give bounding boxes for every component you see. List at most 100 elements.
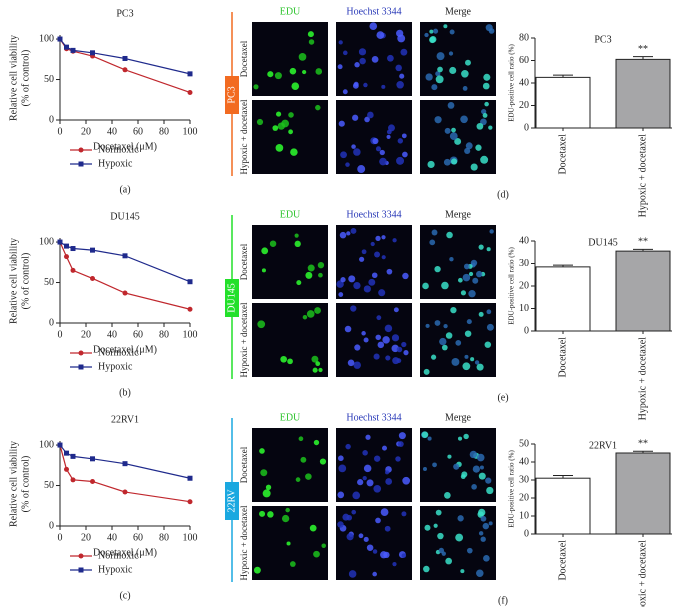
nucleus bbox=[422, 282, 429, 290]
nucleus bbox=[318, 367, 323, 373]
nucleus bbox=[455, 533, 464, 542]
point bbox=[64, 243, 69, 249]
nucleus bbox=[359, 57, 366, 65]
cell-line-tag-label: 22RV bbox=[226, 489, 237, 513]
nucleus bbox=[397, 138, 404, 144]
x-tick-label: 20 bbox=[81, 532, 91, 543]
nucleus bbox=[305, 473, 312, 480]
nucleus bbox=[434, 320, 441, 326]
nucleus bbox=[486, 309, 492, 315]
nucleus bbox=[365, 434, 371, 440]
legend-label: Hypoxic bbox=[98, 158, 133, 169]
y-axis-label: Relative cell viability bbox=[8, 441, 19, 527]
nucleus bbox=[261, 268, 266, 273]
nucleus bbox=[451, 357, 460, 366]
nucleus bbox=[485, 477, 492, 484]
y-tick-label: 0 bbox=[49, 520, 54, 531]
chart-title: 22RV1 bbox=[111, 414, 139, 425]
nucleus bbox=[361, 331, 366, 336]
nucleus bbox=[269, 240, 277, 247]
x-tick-label: Hypoxic + docetaxel bbox=[637, 134, 648, 218]
nucleus bbox=[358, 533, 364, 539]
nucleus bbox=[463, 263, 470, 270]
point bbox=[122, 461, 128, 467]
nucleus bbox=[443, 158, 451, 166]
point bbox=[70, 246, 76, 252]
nucleus bbox=[439, 337, 447, 346]
nucleus bbox=[445, 557, 452, 565]
nucleus bbox=[353, 361, 361, 369]
nucleus bbox=[363, 337, 369, 343]
nucleus bbox=[357, 479, 364, 486]
nucleus bbox=[427, 436, 432, 441]
nucleus bbox=[425, 73, 433, 81]
bar bbox=[535, 266, 591, 332]
nucleus bbox=[295, 477, 301, 482]
y-axis-label: Relative cell viability bbox=[8, 238, 19, 324]
nucleus bbox=[435, 75, 444, 84]
nucleus bbox=[480, 515, 487, 522]
nucleus bbox=[288, 112, 294, 118]
nucleus bbox=[402, 151, 408, 158]
nucleus bbox=[305, 271, 313, 279]
y-tick-label: 40 bbox=[519, 77, 529, 88]
point bbox=[64, 44, 69, 50]
legend-marker bbox=[78, 350, 84, 356]
error-bar bbox=[553, 264, 573, 267]
nucleus bbox=[348, 570, 357, 578]
nucleus bbox=[373, 455, 381, 462]
nucleus bbox=[312, 367, 318, 373]
nucleus bbox=[387, 54, 394, 62]
nucleus bbox=[363, 285, 371, 293]
nucleus bbox=[489, 229, 494, 234]
nucleus bbox=[433, 523, 438, 528]
y-tick-label: 50 bbox=[44, 74, 54, 85]
nucleus bbox=[444, 492, 451, 499]
y-axis-label: EDU-positive cell ratio (%) bbox=[508, 247, 516, 325]
nucleus bbox=[375, 235, 381, 241]
nucleus bbox=[372, 549, 378, 554]
nucleus bbox=[338, 464, 347, 473]
nucleus bbox=[478, 472, 486, 480]
micrograph bbox=[420, 303, 496, 377]
nucleus bbox=[433, 28, 439, 34]
x-tick-label: 80 bbox=[159, 126, 169, 137]
chart-title: DU145 bbox=[588, 237, 617, 248]
nucleus bbox=[395, 456, 401, 462]
nucleus bbox=[488, 28, 495, 34]
nucleus bbox=[431, 229, 438, 236]
nucleus bbox=[424, 32, 429, 38]
bar bbox=[535, 76, 591, 129]
x-axis-label: Docetaxel (μM) bbox=[93, 141, 157, 152]
significance: ** bbox=[638, 44, 648, 55]
nucleus bbox=[354, 62, 360, 68]
nucleus bbox=[486, 323, 494, 331]
nucleus bbox=[476, 270, 483, 278]
row-label: Hypoxic + docetaxel bbox=[239, 302, 249, 378]
nucleus bbox=[457, 277, 463, 283]
x-tick-label: 0 bbox=[58, 126, 63, 137]
y-tick-label: 0 bbox=[524, 122, 529, 133]
nucleus bbox=[457, 436, 463, 441]
nucleus bbox=[449, 29, 455, 35]
bar bbox=[535, 477, 591, 535]
x-tick-label: 80 bbox=[159, 329, 169, 340]
row-label: Docetaxel bbox=[239, 446, 249, 483]
legend-label: Hypoxic bbox=[98, 361, 133, 372]
nucleus bbox=[476, 453, 485, 462]
nucleus bbox=[275, 111, 282, 117]
nucleus bbox=[468, 290, 476, 298]
nucleus bbox=[396, 358, 402, 364]
nucleus bbox=[478, 531, 484, 536]
nucleus bbox=[272, 125, 279, 131]
nucleus bbox=[451, 127, 456, 133]
cell-line-tag bbox=[225, 279, 239, 317]
nucleus bbox=[354, 344, 361, 351]
point bbox=[70, 453, 76, 459]
point bbox=[122, 55, 128, 61]
nucleus bbox=[261, 247, 269, 255]
y-tick-label: 60 bbox=[519, 55, 529, 66]
nucleus bbox=[436, 52, 445, 61]
nucleus bbox=[371, 272, 378, 279]
nucleus bbox=[346, 231, 351, 236]
